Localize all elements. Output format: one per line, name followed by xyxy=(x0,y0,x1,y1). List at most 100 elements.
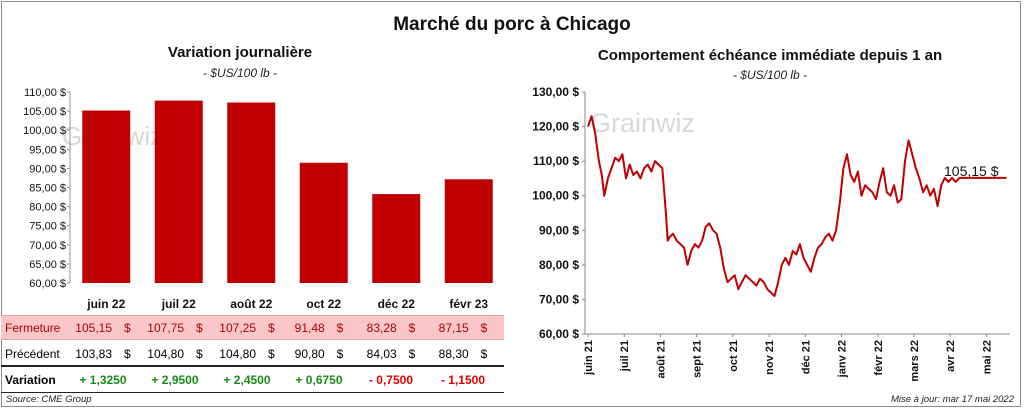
cell-value: 90,80 xyxy=(294,346,325,361)
table-cell: 103,83 $ xyxy=(67,347,139,361)
bar-y-tick-label: 80,00 $ xyxy=(29,202,66,214)
bar-chart: Grainwiz 110,00 $105,00 $100,00 $95,00 $… xyxy=(23,87,493,311)
line-x-tick-label: juil 21 xyxy=(619,340,631,372)
table-cell: 90,80 $ xyxy=(283,347,355,361)
price-callout: 105,15 $ xyxy=(944,163,999,179)
table-cell: 105,15 $ xyxy=(67,321,139,335)
source-note: Source: CME Group xyxy=(6,394,92,405)
line-x-tick-label: juin 21 xyxy=(583,340,595,376)
bar-y-tick-label: 105,00 $ xyxy=(23,106,66,118)
table-cell: - 1,1500 xyxy=(427,373,499,387)
left-chart-title: Variation journalière xyxy=(167,44,313,61)
table-cell: 88,30 $ xyxy=(427,347,499,361)
line-x-tick-label: mars 22 xyxy=(909,340,921,382)
table-cell: 84,03 $ xyxy=(355,347,427,361)
row-label-previous: Précédent xyxy=(5,346,60,361)
table-cell: 91,48 $ xyxy=(283,321,355,335)
cell-value: 91,48 xyxy=(294,320,325,335)
bar xyxy=(299,162,348,283)
table-cell: + 1,3250 xyxy=(67,373,139,387)
bar-y-tick-label: 100,00 $ xyxy=(23,125,66,137)
cell-unit: $ xyxy=(408,346,416,361)
cell-value: + 2,4500 xyxy=(223,372,271,387)
left-chart-unit: - $US/100 lb - xyxy=(202,66,278,80)
cell-value: - 1,1500 xyxy=(440,372,486,387)
cell-unit: $ xyxy=(408,320,416,335)
line-x-tick-label: mai 22 xyxy=(981,340,993,374)
table-cell: 107,75 $ xyxy=(139,321,211,335)
cell-value: - 0,7500 xyxy=(368,372,414,387)
line-y-tick-label: 100,00 $ xyxy=(532,189,579,203)
bar-x-label: févr 23 xyxy=(449,297,488,311)
cell-value: + 1,3250 xyxy=(79,372,127,387)
bar xyxy=(444,179,493,283)
bar-y-tick-label: 60,00 $ xyxy=(29,278,66,290)
bar-y-tick-label: 90,00 $ xyxy=(29,163,66,175)
bar xyxy=(372,194,421,283)
bar-y-tick-label: 110,00 $ xyxy=(24,87,66,99)
bar-y-tick-label: 75,00 $ xyxy=(29,221,66,233)
row-label-close: Fermeture xyxy=(5,320,61,335)
line-x-tick-label: déc 21 xyxy=(800,340,812,374)
update-date: Mise à jour: mar 17 mai 2022 xyxy=(890,394,1014,405)
table-cell: 104,80 $ xyxy=(139,347,211,361)
cell-value: 107,25 xyxy=(219,320,256,335)
table-bottom-rule xyxy=(1,392,504,393)
cell-value: 104,80 xyxy=(147,346,184,361)
cell-value: 107,75 xyxy=(147,320,184,335)
cell-unit: $ xyxy=(196,320,203,335)
cell-unit: $ xyxy=(268,346,275,361)
table-row-previous: Précédent 103,83 $ 104,80 $104,80 $90,80 $84,… xyxy=(1,342,504,365)
bar xyxy=(227,102,276,283)
price-line xyxy=(587,115,1007,297)
bar-x-label: août 22 xyxy=(230,297,272,311)
bar-x-label: juil 22 xyxy=(161,297,196,311)
cell-value: 88,30 xyxy=(438,346,469,361)
line-y-tick-label: 70,00 $ xyxy=(539,292,579,306)
cell-value: 104,80 xyxy=(219,346,256,361)
cell-value: 83,28 xyxy=(366,320,397,335)
line-chart: Grainwiz 130,00 $ 120,00 $ 110,00 $ 100,00 … xyxy=(532,85,1010,382)
line-y-tick-label: 90,00 $ xyxy=(539,223,579,237)
cell-unit: $ xyxy=(336,320,344,335)
bar-x-label: juin 22 xyxy=(86,297,125,311)
cell-unit: $ xyxy=(268,320,275,335)
cell-unit: $ xyxy=(336,346,344,361)
row-label-variation: Variation xyxy=(5,372,56,387)
bar-x-label: déc 22 xyxy=(378,297,416,311)
bar xyxy=(154,100,203,283)
table-cell: 107,25 $ xyxy=(211,321,283,335)
bar-y-tick-label: 85,00 $ xyxy=(29,183,66,195)
line-x-tick-label: janv 22 xyxy=(837,340,849,378)
page-title: Marché du porc à Chicago xyxy=(393,14,631,35)
table-cell: - 0,7500 xyxy=(355,373,427,387)
table-cell: + 2,4500 xyxy=(211,373,283,387)
table-cell: + 2,9500 xyxy=(139,373,211,387)
table-row-close: Fermeture 105,15 $107,75 $107,25 $91,48 $83,… xyxy=(1,315,504,340)
line-x-tick-label: févr 22 xyxy=(873,340,885,375)
cell-value: 105,15 xyxy=(75,320,112,335)
line-chart-watermark: Grainwiz xyxy=(590,108,695,138)
cell-unit: $ xyxy=(480,346,488,361)
line-x-tick-label: sept 21 xyxy=(692,340,704,378)
table-row-variation: Variation + 1,3250 + 2,9500 + 2,4500 + 0,67… xyxy=(1,368,504,391)
table-cell: 83,28 $ xyxy=(355,321,427,335)
line-y-tick-label: 120,00 $ xyxy=(532,120,579,134)
line-y-tick-label: 110,00 $ xyxy=(533,154,579,168)
table-cell: 87,15 $ xyxy=(427,321,499,335)
line-x-tick-label: nov 21 xyxy=(764,340,776,375)
bar-y-tick-label: 70,00 $ xyxy=(29,240,66,252)
cell-value: + 2,9500 xyxy=(151,372,199,387)
cell-value: 87,15 xyxy=(438,320,469,335)
cell-unit: $ xyxy=(124,320,131,335)
cell-unit: $ xyxy=(124,346,131,361)
line-x-tick-label: août 21 xyxy=(655,340,667,379)
bar-y-tick-label: 65,00 $ xyxy=(29,259,66,271)
line-y-tick-label: 130,00 $ xyxy=(532,85,579,99)
table-divider xyxy=(1,365,504,367)
line-x-tick-label: oct 21 xyxy=(728,340,740,372)
cell-value: 84,03 xyxy=(366,346,397,361)
cell-unit: $ xyxy=(196,346,203,361)
bar-x-label: oct 22 xyxy=(306,297,341,311)
